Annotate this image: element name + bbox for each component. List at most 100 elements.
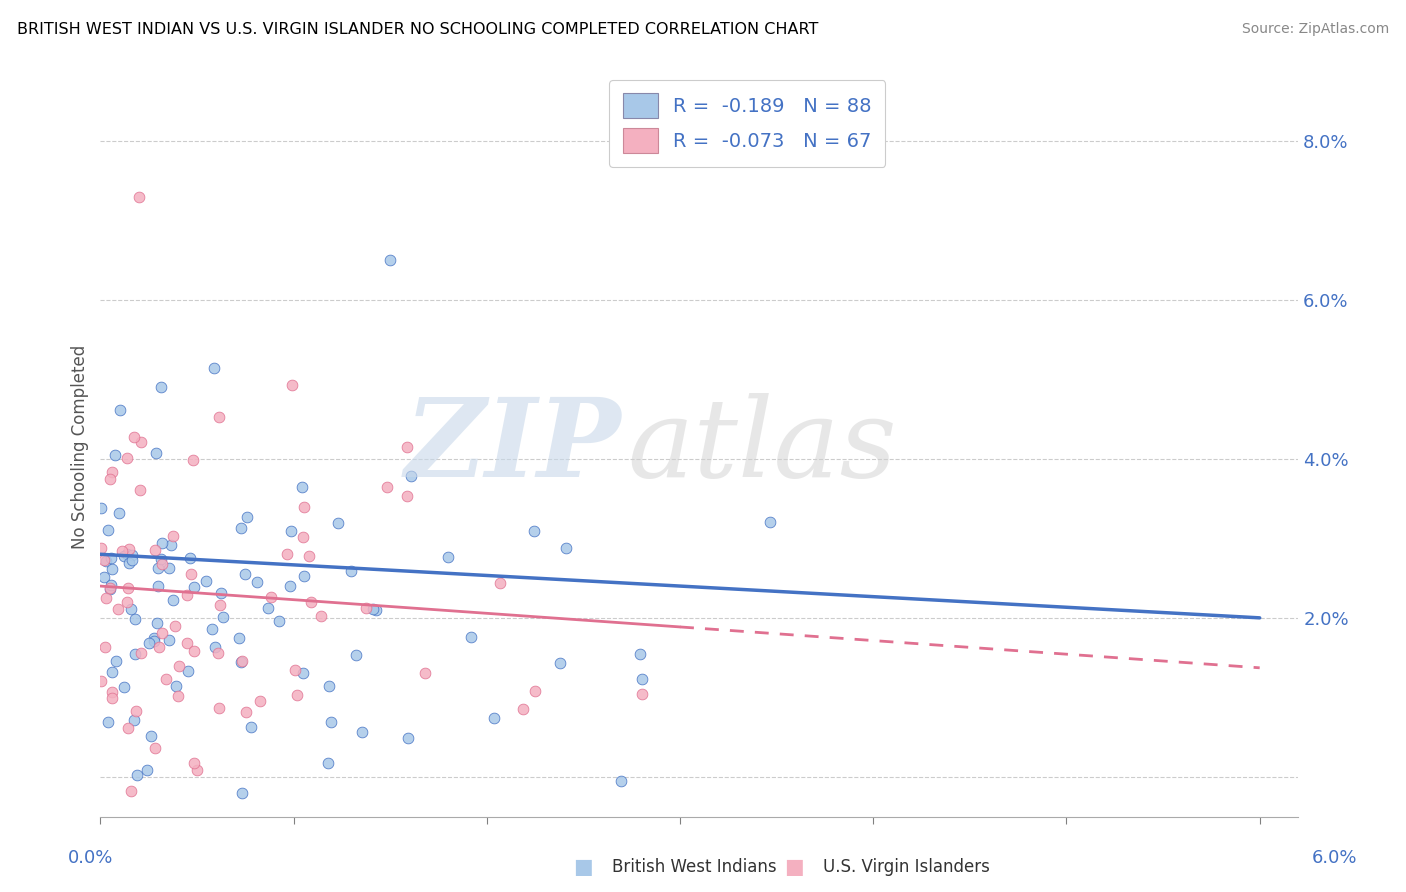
Point — [121, 553, 143, 567]
Point — [231, 655, 253, 669]
Point — [380, 253, 402, 268]
Point — [176, 588, 198, 602]
Point — [240, 720, 263, 734]
Point — [177, 664, 200, 678]
Point — [120, 784, 142, 798]
Text: ■: ■ — [785, 857, 804, 877]
Point — [90, 501, 112, 516]
Point — [326, 516, 349, 530]
Text: 6.0%: 6.0% — [1312, 849, 1357, 867]
Point — [209, 598, 232, 612]
Point — [291, 530, 314, 544]
Point — [93, 569, 115, 583]
Point — [399, 469, 422, 483]
Point — [121, 548, 143, 562]
Point — [107, 602, 129, 616]
Point — [235, 509, 257, 524]
Point — [167, 690, 190, 704]
Point — [138, 636, 160, 650]
Point — [150, 380, 173, 394]
Point — [146, 561, 169, 575]
Point — [160, 538, 183, 552]
Point — [181, 452, 204, 467]
Point — [280, 524, 302, 538]
Text: atlas: atlas — [627, 393, 897, 500]
Point — [298, 549, 321, 563]
Point — [209, 586, 232, 600]
Point — [131, 434, 153, 449]
Point — [350, 724, 373, 739]
Point — [120, 601, 142, 615]
Point — [141, 729, 163, 743]
Point — [523, 684, 546, 698]
Point — [97, 715, 120, 730]
Point — [202, 360, 225, 375]
Point — [145, 616, 167, 631]
Point — [127, 768, 149, 782]
Point — [278, 579, 301, 593]
Point — [208, 409, 231, 424]
Point — [319, 715, 342, 730]
Point — [143, 740, 166, 755]
Point — [207, 646, 229, 660]
Point — [157, 632, 180, 647]
Point — [118, 541, 141, 556]
Point — [101, 561, 124, 575]
Point — [94, 554, 117, 568]
Point — [129, 646, 152, 660]
Point — [122, 713, 145, 727]
Point — [148, 640, 170, 654]
Point — [548, 656, 571, 670]
Point — [294, 500, 316, 514]
Point — [344, 648, 367, 662]
Point — [183, 644, 205, 658]
Point — [122, 429, 145, 443]
Y-axis label: No Schooling Completed: No Schooling Completed — [72, 345, 89, 549]
Point — [437, 549, 460, 564]
Point — [115, 595, 138, 609]
Point — [101, 465, 124, 479]
Point — [759, 515, 782, 529]
Point — [90, 541, 112, 556]
Point — [413, 665, 436, 680]
Point — [100, 685, 122, 699]
Point — [145, 446, 167, 460]
Point — [98, 472, 121, 486]
Point — [267, 615, 290, 629]
Point — [165, 619, 187, 633]
Point — [96, 523, 118, 537]
Point — [98, 582, 121, 596]
Point — [93, 553, 115, 567]
Point — [235, 705, 257, 719]
Point — [186, 763, 208, 777]
Point — [100, 550, 122, 565]
Point — [340, 564, 363, 578]
Point — [280, 378, 302, 392]
Point — [233, 567, 256, 582]
Point — [94, 640, 117, 655]
Point — [110, 403, 132, 417]
Point — [100, 578, 122, 592]
Point — [291, 480, 314, 494]
Point — [231, 655, 253, 669]
Point — [124, 612, 146, 626]
Point — [169, 659, 191, 673]
Point — [318, 756, 340, 770]
Point — [128, 189, 150, 203]
Point — [108, 507, 131, 521]
Point — [115, 450, 138, 465]
Point — [610, 774, 633, 789]
Point — [211, 610, 233, 624]
Point — [183, 580, 205, 594]
Point — [195, 574, 218, 588]
Point — [204, 640, 226, 654]
Point — [129, 483, 152, 498]
Point — [142, 631, 165, 645]
Point — [152, 536, 174, 550]
Point — [162, 593, 184, 607]
Text: 0.0%: 0.0% — [67, 849, 112, 867]
Point — [146, 579, 169, 593]
Point — [257, 600, 280, 615]
Point — [630, 687, 652, 701]
Point — [628, 647, 651, 661]
